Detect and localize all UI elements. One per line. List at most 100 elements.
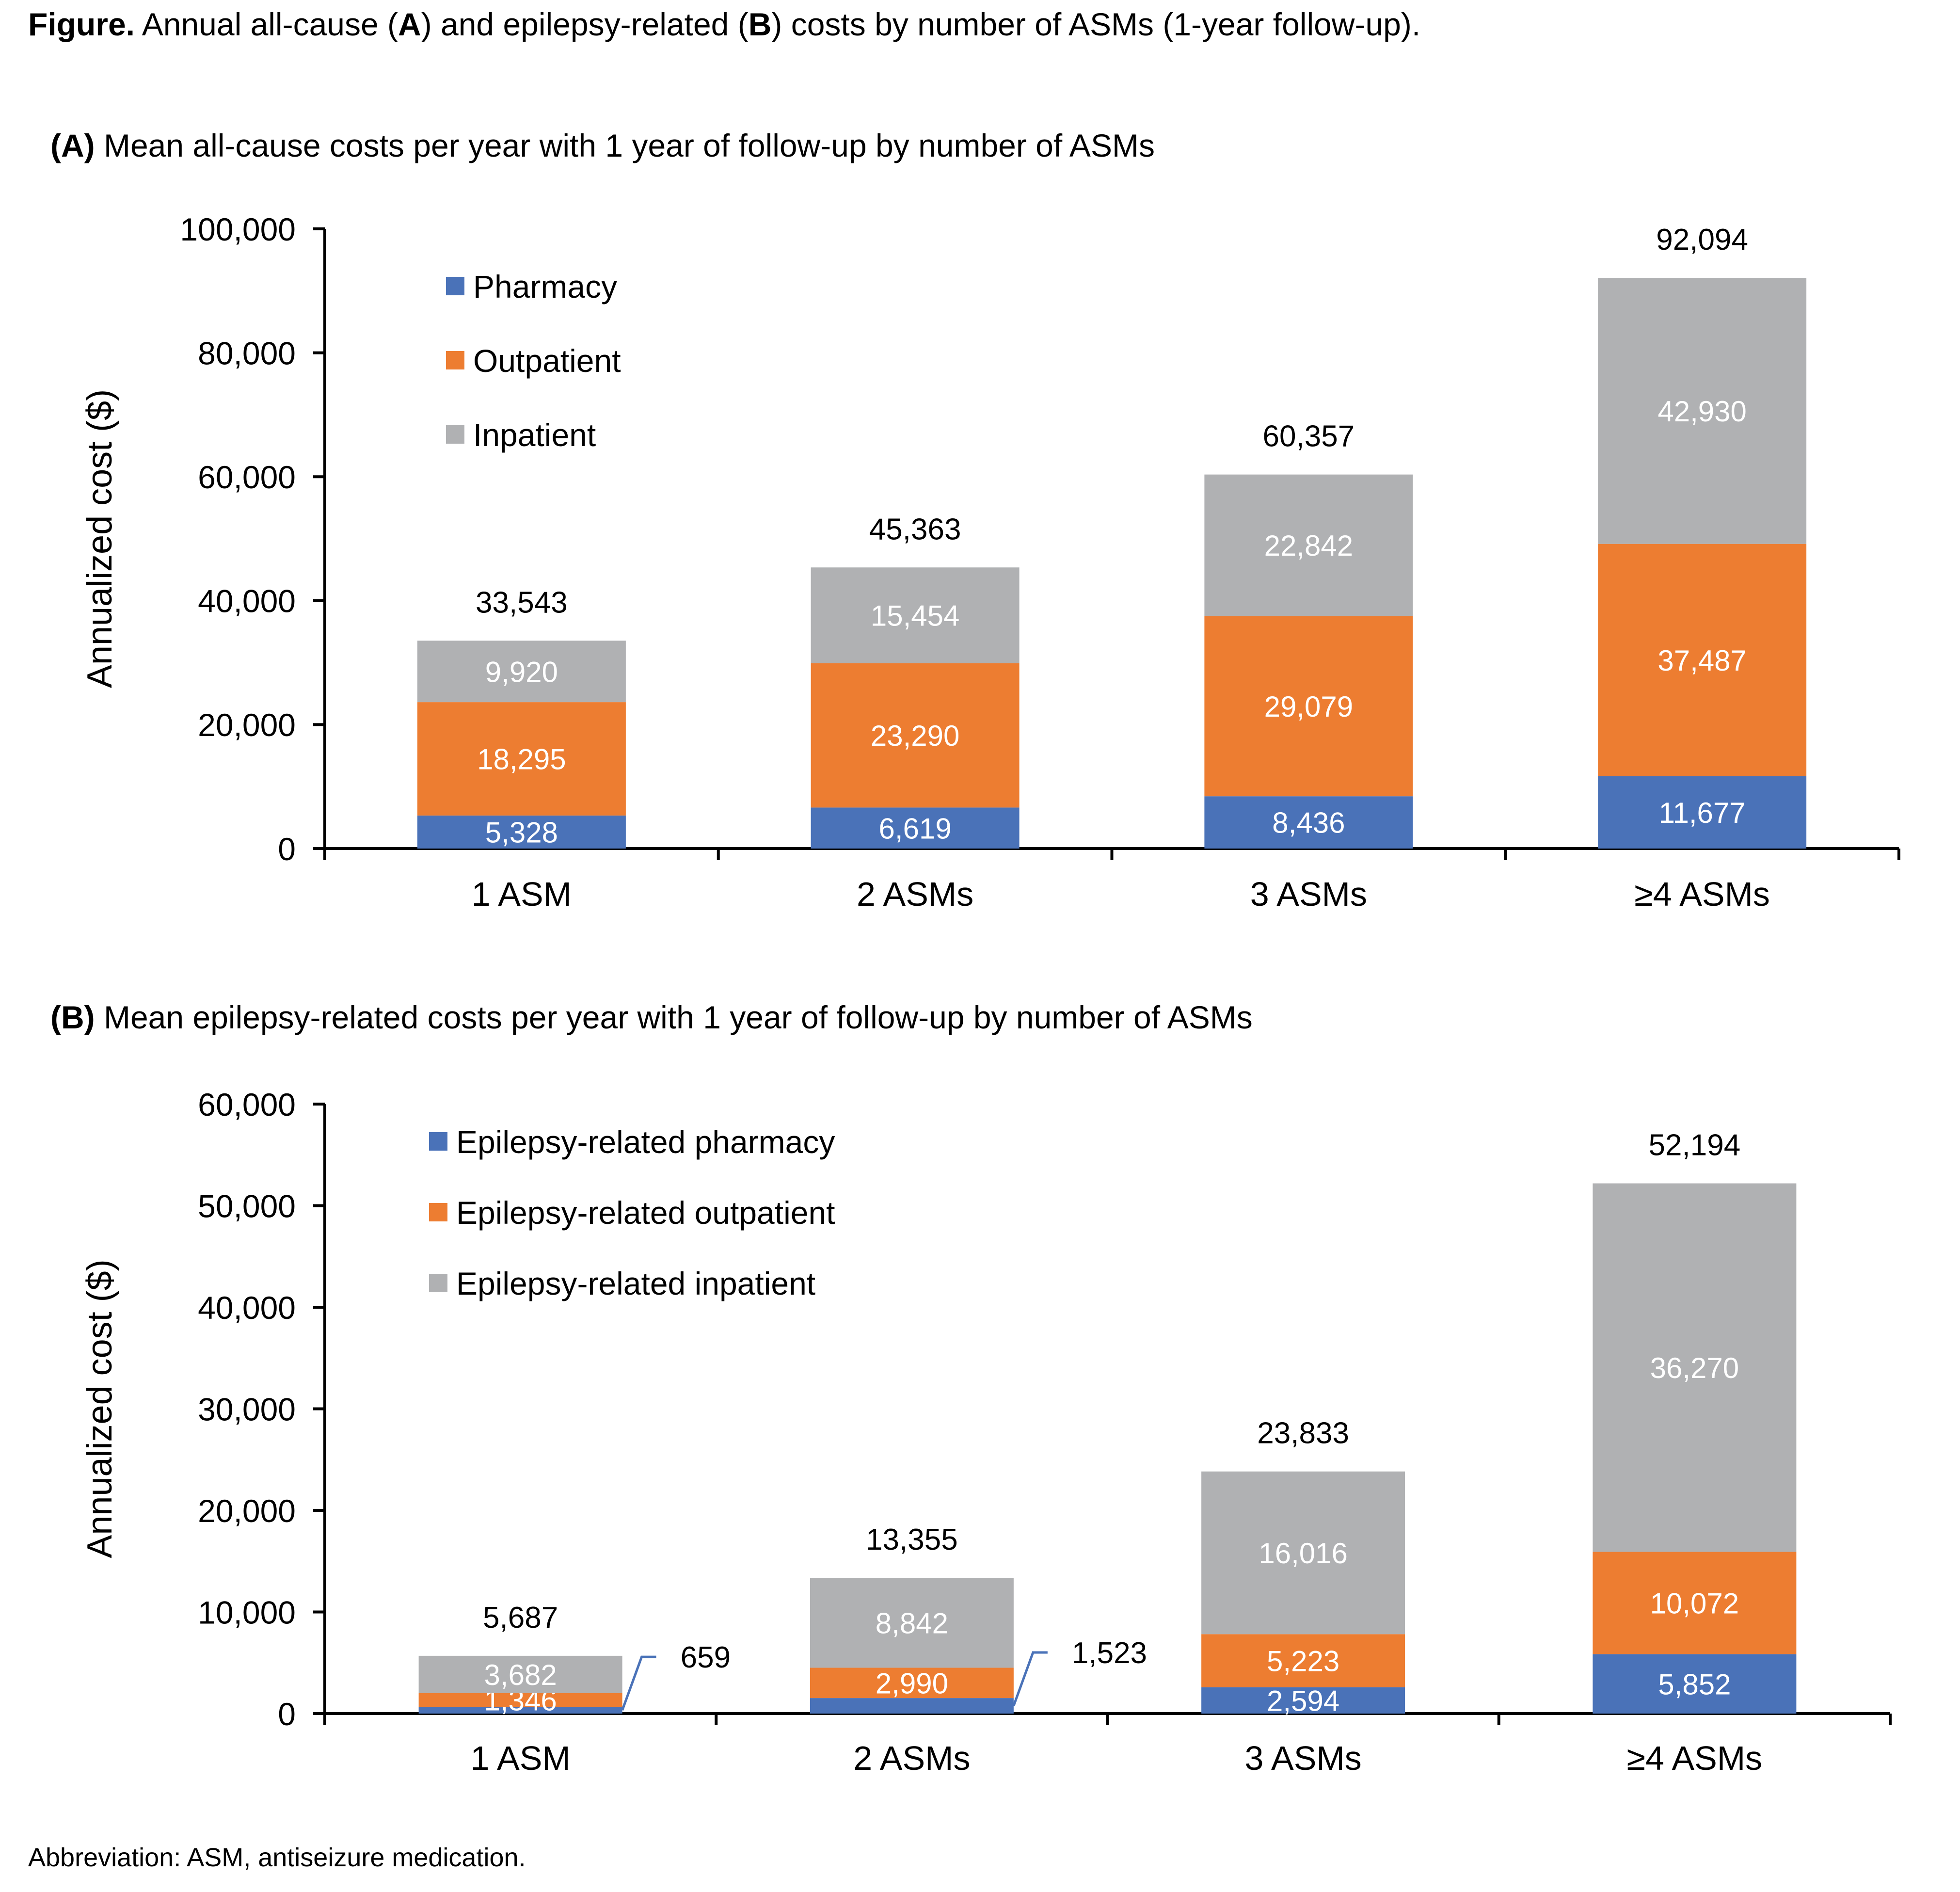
panel-b-y-tick-label: 40,000 (198, 1290, 296, 1326)
panel-a-segment-label: 23,290 (871, 720, 960, 752)
panel-a-total-label: 45,363 (869, 513, 961, 546)
panel-a-legend-label: Outpatient (473, 343, 621, 379)
panel-a-segment-label: 37,487 (1657, 644, 1747, 677)
panel-b-bar-epilepsy-related-outpatient (1593, 1552, 1797, 1654)
figure-label: Figure. (28, 6, 135, 42)
panel-a-bar-inpatient (811, 567, 1020, 663)
panel-a-segment-label: 5,328 (485, 817, 558, 849)
panel-b-segment-label: 8,842 (876, 1607, 948, 1639)
panel-b-bar-epilepsy-related-pharmacy (1593, 1654, 1797, 1714)
panel-a-bar-outpatient (811, 663, 1020, 808)
panel-b-legend-swatch (429, 1132, 447, 1151)
panel-a-y-tick-label: 100,000 (180, 211, 296, 247)
panel-a-total-label: 60,357 (1263, 420, 1355, 453)
panel-a-y-tick-label: 60,000 (198, 459, 296, 495)
panel-b-legend-label: Epilepsy-related inpatient (456, 1266, 815, 1301)
chart-panel-a: 0 20,000 40,000 60,000 80,000 100,000 Annualiz… (80, 211, 1900, 913)
panel-a-title-text: Mean all-cause costs per year with 1 yea… (103, 128, 1155, 163)
panel-a-y-tick-label: 80,000 (198, 335, 296, 371)
panel-a-label: (A) (50, 128, 95, 163)
footnote: Abbreviation: ASM, antiseizure medicatio… (28, 1843, 526, 1872)
panel-b-bar-epilepsy-related-inpatient (1593, 1183, 1797, 1552)
panel-b-segment-label: 5,223 (1267, 1645, 1339, 1678)
panel-a-category-label: ≥4 ASMs (1634, 875, 1770, 913)
panel-b-title-text: Mean epilepsy-related costs per year wit… (103, 999, 1253, 1035)
panel-b-legend-swatch (429, 1274, 447, 1292)
panel-a-bar-inpatient (417, 641, 626, 703)
figure-title: Figure. Annual all-cause (A) and epileps… (28, 6, 1420, 43)
panel-a-legend-label: Pharmacy (473, 269, 617, 305)
panel-a-y-axis-title: Annualized cost ($) (80, 389, 119, 688)
panel-b-y-tick-label: 60,000 (198, 1087, 296, 1122)
panel-b-bar-epilepsy-related-inpatient (418, 1655, 622, 1693)
panel-b-label: (B) (50, 999, 95, 1035)
panel-b-y-axis-title: Annualized cost ($) (80, 1259, 119, 1558)
figure-title-part-4: B (748, 6, 772, 42)
panel-b-bar-epilepsy-related-pharmacy (1201, 1687, 1405, 1714)
panel-b-bar-epilepsy-related-pharmacy (810, 1698, 1014, 1714)
panel-b-callout-line (1012, 1651, 1048, 1706)
panel-b-bar-epilepsy-related-inpatient (1201, 1471, 1405, 1635)
panel-a-category-label: 3 ASMs (1250, 875, 1367, 913)
panel-b-y-tick-label: 0 (278, 1696, 296, 1732)
panel-a-legend-label: Inpatient (473, 417, 596, 453)
panel-b-y-tick-label: 10,000 (198, 1594, 296, 1630)
panel-a-segment-label: 42,930 (1657, 395, 1747, 428)
panel-a-segment-label: 11,677 (1659, 797, 1746, 829)
panel-b-segment-label: 10,072 (1650, 1587, 1739, 1619)
panel-b-legend-swatch (429, 1203, 447, 1221)
panel-b-bar-epilepsy-related-outpatient (418, 1693, 622, 1707)
panel-b-segment-label: 2,594 (1267, 1684, 1339, 1717)
panel-a-title: (A) Mean all-cause costs per year with 1… (50, 127, 1155, 164)
panel-a-segment-label: 18,295 (477, 743, 566, 776)
figure-title-part-5: ) costs by number of ASMs (1-year follow… (771, 6, 1421, 42)
panel-b-total-label: 52,194 (1649, 1129, 1741, 1162)
panel-a-segment-label: 6,619 (879, 812, 952, 845)
panel-b-bar-epilepsy-related-outpatient (810, 1668, 1014, 1699)
panel-a-bar-pharmacy (811, 807, 1020, 849)
panel-b-total-label: 13,355 (866, 1523, 958, 1556)
panel-b-y-tick-label: 30,000 (198, 1391, 296, 1427)
panel-b-y-tick-label: 20,000 (198, 1493, 296, 1529)
panel-a-legend-swatch (446, 277, 464, 295)
panel-a-bar-outpatient (417, 702, 626, 816)
panel-a-bar-outpatient (1598, 544, 1807, 776)
panel-a-category-label: 2 ASMs (857, 875, 973, 913)
panel-a-legend-swatch (446, 425, 464, 444)
figure-title-part-1: Annual all-cause ( (142, 6, 398, 42)
panel-a-y-tick-label: 20,000 (198, 707, 296, 743)
panel-b-category-label: ≥4 ASMs (1627, 1739, 1763, 1777)
panel-b-category-label: 3 ASMs (1245, 1739, 1362, 1777)
panel-a-total-label: 33,543 (476, 586, 568, 619)
panel-b-callout-line (621, 1655, 656, 1711)
panel-b-total-label: 23,833 (1257, 1417, 1349, 1450)
panel-b-legend-label: Epilepsy-related pharmacy (456, 1124, 835, 1160)
panel-b-y-tick-label: 50,000 (198, 1188, 296, 1224)
panel-a-bar-pharmacy (417, 815, 626, 849)
figure-title-part-2: A (398, 6, 421, 42)
panel-a-bar-pharmacy (1204, 796, 1413, 849)
panel-b-segment-label: 5,852 (1658, 1668, 1731, 1700)
panel-a-bar-inpatient (1204, 474, 1413, 616)
panel-a-segment-label: 29,079 (1264, 690, 1354, 723)
panel-b-segment-label: 2,990 (876, 1667, 948, 1700)
panel-a-total-label: 92,094 (1656, 223, 1748, 257)
panel-b-title: (B) Mean epilepsy-related costs per year… (50, 999, 1253, 1036)
chart-panel-b: 0 10,000 20,000 30,000 40,000 50,000 60,000 Ann… (80, 1087, 1892, 1777)
panel-b-callout-label: 1,523 (1072, 1636, 1147, 1670)
panel-a-category-label: 1 ASM (472, 875, 572, 913)
panel-b-bar-epilepsy-related-pharmacy (418, 1707, 622, 1714)
panel-b-callout-label: 659 (681, 1641, 731, 1674)
panel-b-bar-epilepsy-related-inpatient (810, 1578, 1014, 1668)
panel-a-y-tick-label: 0 (278, 831, 296, 867)
panel-b-category-label: 1 ASM (471, 1739, 571, 1777)
panel-a-bar-outpatient (1204, 616, 1413, 797)
panel-b-bar-epilepsy-related-outpatient (1201, 1634, 1405, 1687)
panel-a-bar-inpatient (1598, 278, 1807, 544)
panel-a-y-tick-label: 40,000 (198, 583, 296, 619)
panel-b-segment-label: 36,270 (1650, 1352, 1739, 1384)
panel-a-bar-pharmacy (1598, 776, 1807, 849)
panel-a-segment-label: 8,436 (1272, 807, 1345, 839)
panel-b-segment-label: 16,016 (1259, 1537, 1348, 1570)
panel-b-segment-label: 3,682 (484, 1659, 557, 1691)
